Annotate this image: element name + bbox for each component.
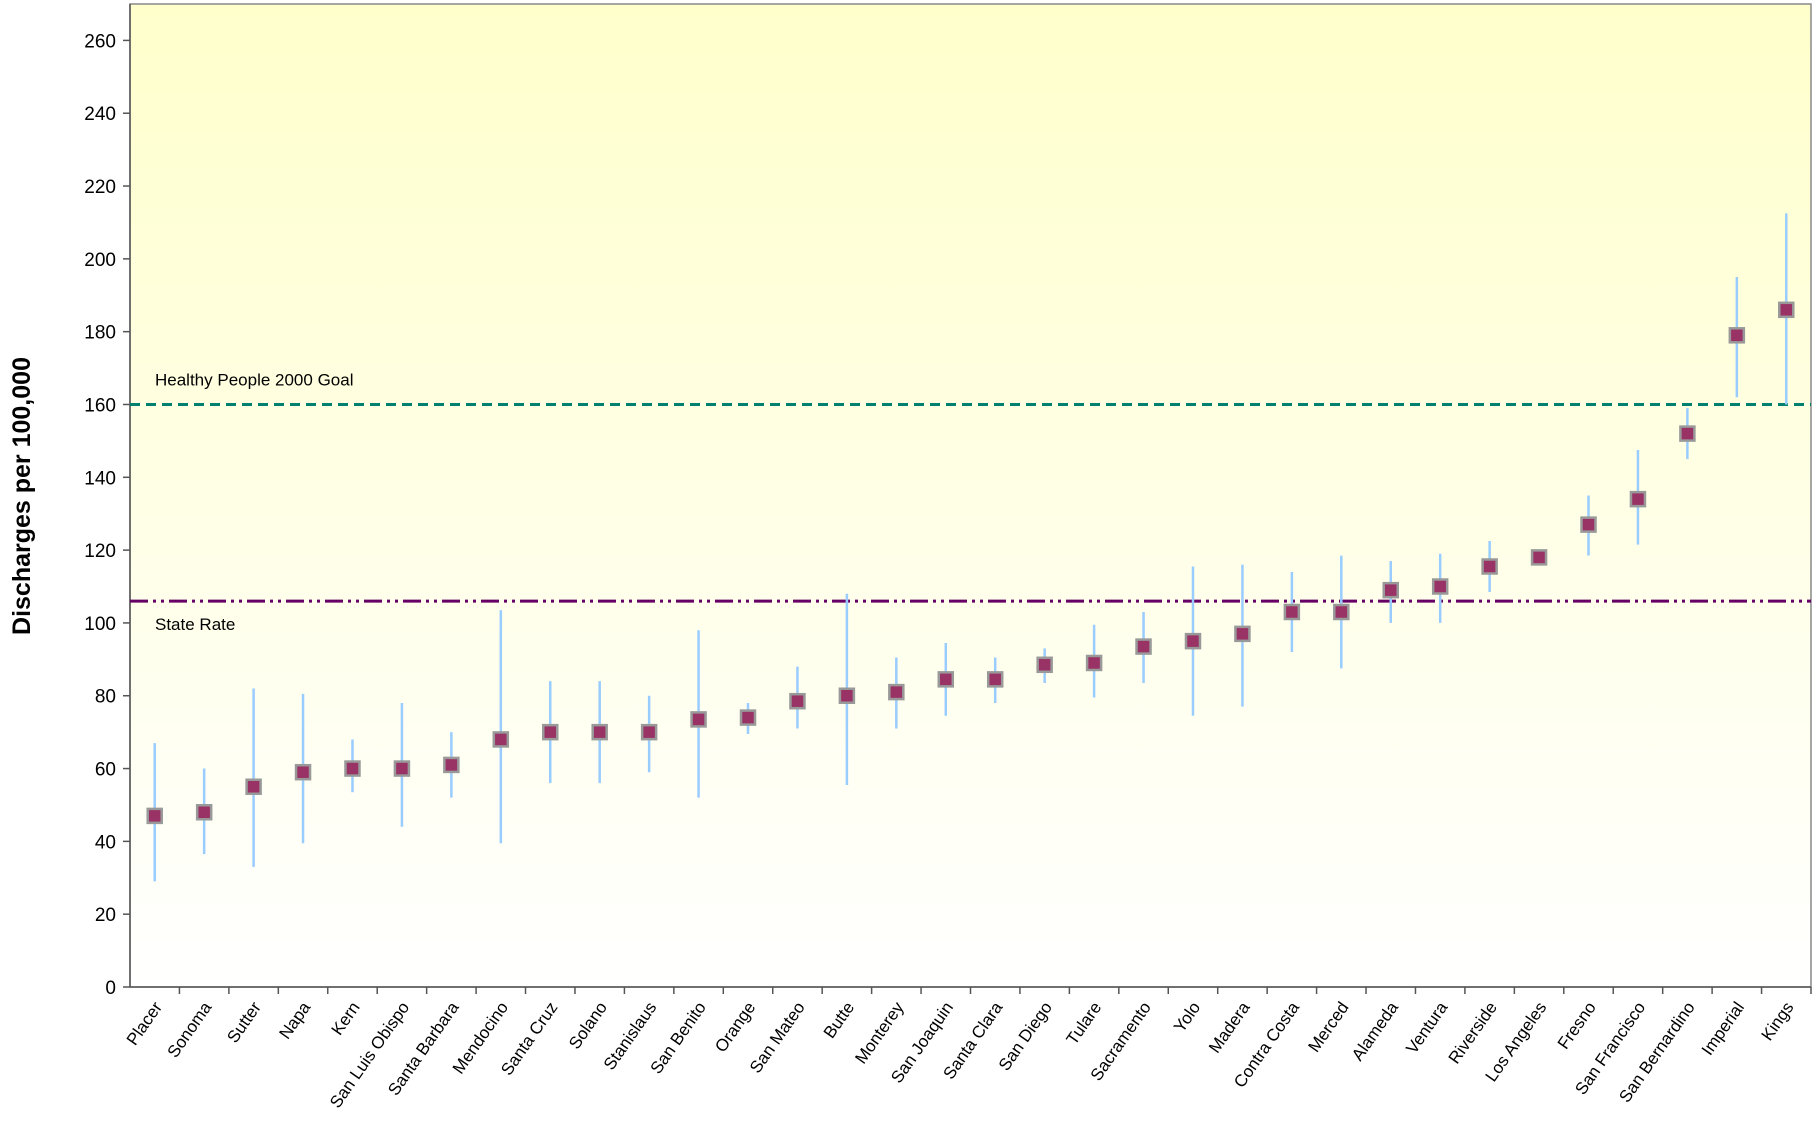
marker [195, 803, 213, 821]
marker [245, 778, 262, 796]
x-tick-label: Placer [123, 998, 166, 1049]
x-tick-label: Fresno [1554, 998, 1600, 1052]
marker [1382, 581, 1399, 599]
y-tick-label: 240 [84, 104, 116, 125]
x-tick-label: Merced [1305, 998, 1353, 1055]
x-tick-label: Ventura [1402, 998, 1451, 1057]
y-tick-label: 200 [84, 250, 116, 271]
marker [1283, 603, 1301, 621]
marker [1481, 558, 1498, 575]
x-tick-label: Kings [1758, 998, 1798, 1044]
plot-area [129, 3, 1812, 988]
marker [1530, 549, 1548, 566]
marker [344, 760, 361, 777]
marker [443, 756, 460, 774]
y-tick-label: 160 [84, 395, 116, 416]
x-tick-label: Riverside [1445, 998, 1501, 1067]
marker [1135, 638, 1152, 655]
marker [1333, 603, 1350, 621]
y-tick-label: 80 [95, 687, 116, 708]
y-tick-label: 220 [84, 177, 116, 198]
reference-label: State Rate [155, 615, 235, 634]
x-tick-label: Sutter [223, 998, 265, 1046]
marker [591, 723, 608, 741]
x-tick-label: Yolo [1170, 998, 1204, 1035]
marker [1728, 327, 1746, 344]
y-tick-label: 100 [84, 614, 116, 635]
marker [1184, 632, 1202, 650]
x-tick-label: Tulare [1063, 998, 1106, 1048]
x-tick-label: Butte [820, 998, 858, 1041]
marker [1431, 578, 1449, 595]
marker [1234, 625, 1251, 643]
marker [1778, 301, 1795, 319]
marker [1580, 516, 1597, 533]
y-tick-label: 0 [105, 978, 116, 999]
marker [542, 723, 559, 741]
y-tick-label: 140 [84, 468, 116, 489]
marker [492, 731, 510, 748]
marker [640, 723, 658, 741]
y-tick-label: 20 [95, 905, 116, 926]
x-tick-label: Napa [275, 998, 314, 1043]
marker [146, 807, 163, 825]
y-tick-label: 180 [84, 323, 116, 344]
x-tick-label: Kern [328, 998, 364, 1038]
reference-label: Healthy People 2000 Goal [155, 370, 353, 389]
marker [393, 760, 411, 777]
marker [739, 709, 757, 726]
x-tick-label: Sonoma [164, 998, 216, 1061]
marker [690, 711, 707, 728]
y-axis-label: Discharges per 100,000 [8, 357, 36, 635]
marker [1679, 425, 1696, 442]
marker [838, 687, 856, 704]
x-tick-label: Solano [565, 998, 611, 1052]
marker [986, 671, 1004, 688]
y-tick-label: 260 [84, 31, 116, 52]
x-tick-label: Madera [1205, 998, 1254, 1057]
y-tick-label: 120 [84, 541, 116, 562]
y-tick-label: 40 [95, 832, 116, 853]
marker [888, 683, 905, 701]
marker [294, 763, 312, 781]
marker [1036, 656, 1053, 674]
x-tick-label: Orange [711, 998, 759, 1055]
marker [1085, 654, 1103, 672]
marker [789, 692, 806, 710]
marker [937, 671, 955, 688]
x-tick-label: Imperial [1698, 998, 1748, 1058]
y-tick-label: 60 [95, 760, 116, 781]
marker [1629, 490, 1647, 508]
x-tick-label: Alameda [1348, 998, 1402, 1064]
